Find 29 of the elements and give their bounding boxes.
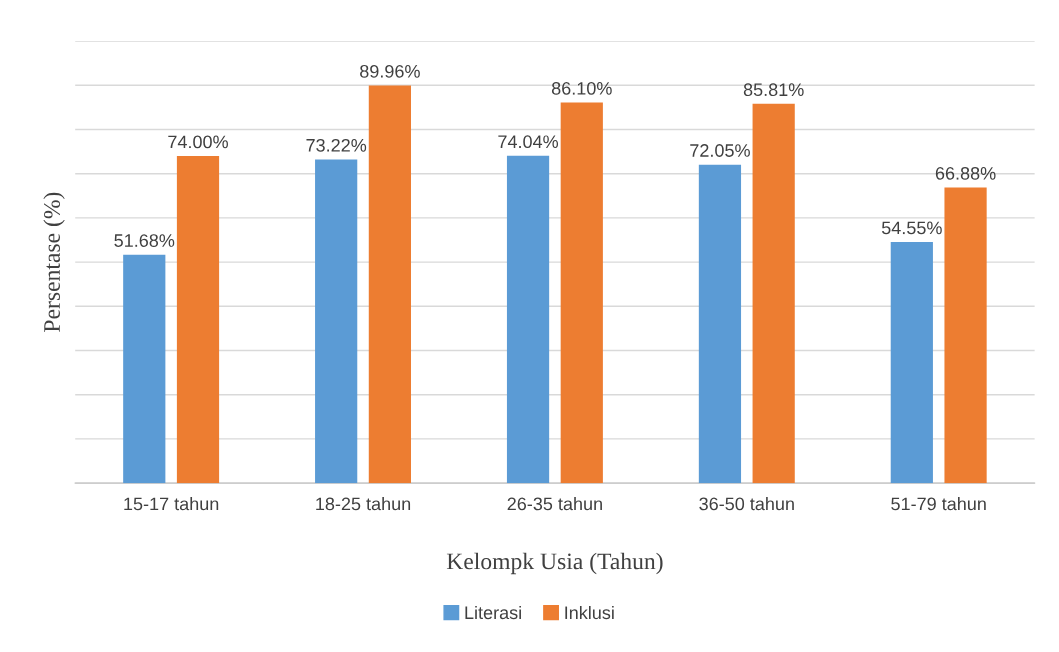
legend-label: Literasi	[465, 605, 521, 620]
data-label: 51.68%	[114, 234, 175, 247]
x-axis-title: Kelompk Usia (Tahun)	[446, 552, 663, 575]
x-tick-label: 15-17 tahun	[124, 497, 219, 511]
data-label: 74.04%	[498, 135, 559, 149]
data-label: 72.05%	[690, 144, 750, 157]
bar	[752, 103, 795, 484]
data-label: 85.81%	[743, 83, 804, 97]
data-label: 54.55%	[881, 221, 942, 235]
x-tick-label: 18-25 tahun	[316, 497, 411, 511]
data-label: 74.00%	[168, 135, 228, 149]
bar	[698, 164, 742, 484]
legend-label: Inklusi	[565, 605, 614, 620]
bar	[944, 187, 987, 484]
data-label: 66.88%	[935, 166, 996, 180]
data-label: 89.96%	[360, 64, 420, 78]
bar	[123, 254, 166, 484]
bar	[176, 156, 220, 484]
bar	[506, 155, 550, 484]
bar	[368, 85, 411, 484]
y-axis-title: Persentase (%)	[43, 192, 65, 332]
x-tick-label: 51-79 tahun	[891, 497, 986, 511]
x-tick-label: 36-50 tahun	[699, 497, 794, 511]
bar	[890, 241, 933, 484]
data-label: 86.10%	[551, 82, 612, 95]
bar	[560, 102, 603, 484]
x-tick-label: 26-35 tahun	[507, 497, 602, 511]
bar	[315, 159, 358, 484]
data-label: 73.22%	[306, 138, 367, 152]
